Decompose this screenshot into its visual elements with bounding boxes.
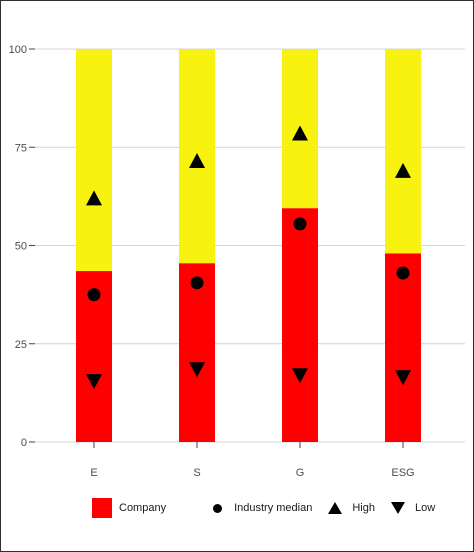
median-marker	[190, 276, 204, 290]
median-marker	[293, 217, 307, 231]
y-tick-label: 50	[15, 241, 27, 253]
legend-label-low: Low	[414, 502, 436, 514]
y-tick-label: 25	[15, 339, 27, 351]
high-marker	[189, 153, 205, 169]
y-tick-label: 100	[9, 44, 27, 56]
low-marker	[86, 374, 102, 390]
low-marker	[395, 370, 411, 386]
high-marker	[86, 190, 102, 206]
legend-label-company: Company	[119, 502, 167, 514]
high-marker	[292, 125, 308, 141]
legend-item-high: High	[324, 497, 375, 519]
low-marker	[189, 362, 205, 378]
bar-company	[385, 253, 421, 442]
y-tick-label: 0	[21, 437, 27, 449]
bar-remainder	[76, 49, 112, 272]
legend-item-company: Company	[91, 497, 166, 519]
high-marker	[395, 162, 411, 178]
bar-company	[282, 208, 318, 442]
triangle-down-icon	[387, 497, 409, 519]
x-tick-label: ESG	[391, 467, 414, 479]
triangle-up-icon	[324, 497, 346, 519]
median-marker	[87, 288, 101, 302]
x-tick-label: E	[90, 467, 97, 479]
x-tick-label: G	[296, 467, 305, 479]
bar-company	[179, 263, 215, 442]
legend-label-high: High	[352, 502, 375, 514]
circle-icon	[206, 497, 228, 519]
y-tick-label: 75	[15, 142, 27, 154]
bar-remainder	[385, 49, 421, 254]
median-marker	[396, 266, 410, 280]
company-key	[91, 497, 113, 519]
low-marker	[292, 368, 308, 384]
x-tick-label: S	[193, 467, 200, 479]
legend-item-low: Low	[387, 497, 435, 519]
legend-item-median: Industry median	[206, 497, 312, 519]
legend-label-median: Industry median	[234, 502, 313, 514]
legend: Company Industry median High Low	[91, 497, 447, 519]
